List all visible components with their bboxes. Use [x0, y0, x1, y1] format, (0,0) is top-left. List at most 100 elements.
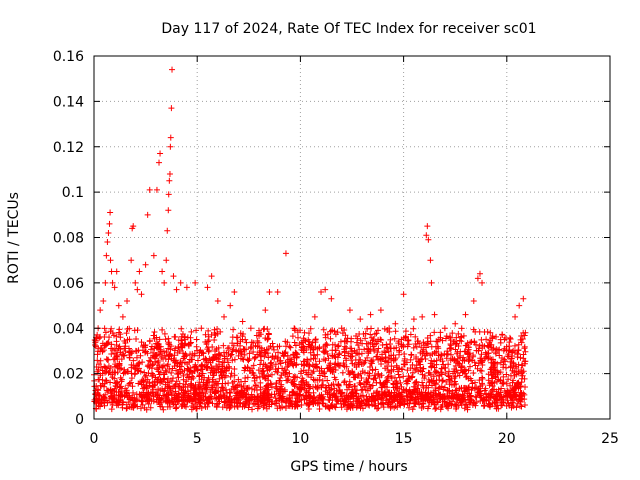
data-point — [150, 252, 157, 259]
data-point — [355, 394, 362, 401]
data-point — [405, 404, 412, 411]
data-point — [338, 389, 345, 396]
data-point — [516, 302, 523, 309]
data-point — [435, 385, 442, 392]
data-point — [128, 257, 135, 264]
data-point — [160, 355, 167, 362]
data-point — [466, 399, 473, 406]
data-point — [326, 405, 333, 412]
data-point — [132, 347, 139, 354]
data-point — [180, 396, 187, 403]
data-point — [287, 344, 294, 351]
data-point — [456, 385, 463, 392]
data-point — [231, 288, 238, 295]
data-point — [389, 398, 396, 405]
data-point — [438, 371, 445, 378]
data-point — [304, 357, 311, 364]
data-point — [306, 385, 313, 392]
data-point — [231, 356, 238, 363]
data-point — [298, 378, 305, 385]
data-point — [128, 361, 135, 368]
y-tick-label: 0.08 — [53, 231, 84, 247]
data-point — [130, 389, 137, 396]
data-point — [345, 382, 352, 389]
y-tick-label: 0.04 — [53, 321, 84, 337]
data-point — [406, 400, 413, 407]
data-point — [100, 347, 107, 354]
data-point — [431, 401, 438, 408]
data-point — [441, 384, 448, 391]
data-point — [199, 366, 206, 373]
data-point — [155, 399, 162, 406]
data-point — [332, 404, 339, 411]
data-point — [322, 402, 329, 409]
data-point — [208, 367, 215, 374]
data-point — [115, 389, 122, 396]
data-point — [289, 392, 296, 399]
data-point — [335, 342, 342, 349]
data-point — [138, 291, 145, 298]
data-point — [216, 361, 223, 368]
data-point — [477, 392, 484, 399]
data-point — [348, 353, 355, 360]
data-point — [451, 357, 458, 364]
data-point — [111, 375, 118, 382]
data-point — [163, 349, 170, 356]
data-point — [187, 368, 194, 375]
data-point — [215, 351, 222, 358]
data-point — [319, 395, 326, 402]
data-point — [190, 374, 197, 381]
data-point — [510, 403, 517, 410]
data-point — [425, 397, 432, 404]
data-point — [172, 345, 179, 352]
data-point — [274, 355, 281, 362]
data-point — [227, 397, 234, 404]
data-point — [413, 378, 420, 385]
data-point — [336, 386, 343, 393]
data-point — [482, 385, 489, 392]
data-point — [111, 284, 118, 291]
data-point — [341, 363, 348, 370]
data-point — [410, 344, 417, 351]
data-point — [274, 369, 281, 376]
data-point — [201, 400, 208, 407]
data-point — [353, 339, 360, 346]
data-point — [343, 357, 350, 364]
data-point — [371, 397, 378, 404]
data-point — [156, 395, 163, 402]
data-point — [422, 389, 429, 396]
data-point — [522, 383, 529, 390]
data-point — [215, 394, 222, 401]
data-point — [161, 279, 168, 286]
data-point — [289, 389, 296, 396]
data-point — [303, 400, 310, 407]
data-point — [506, 339, 513, 346]
data-point — [409, 406, 416, 413]
data-point — [221, 313, 228, 320]
data-point — [127, 395, 134, 402]
data-point — [166, 352, 173, 359]
data-point — [362, 402, 369, 409]
data-point — [102, 329, 109, 336]
data-point — [107, 209, 114, 216]
data-point — [362, 335, 369, 342]
data-point — [167, 346, 174, 353]
data-point — [342, 332, 349, 339]
data-point — [191, 401, 198, 408]
data-point — [173, 378, 180, 385]
data-point — [443, 378, 450, 385]
data-point — [249, 406, 256, 413]
data-point — [185, 374, 192, 381]
data-point — [405, 341, 412, 348]
data-point — [287, 398, 294, 405]
data-point — [497, 369, 504, 376]
data-point — [297, 384, 304, 391]
data-point — [252, 342, 259, 349]
data-point — [178, 325, 185, 332]
data-point — [125, 382, 132, 389]
data-point — [465, 386, 472, 393]
data-point — [176, 391, 183, 398]
data-point — [157, 348, 164, 355]
data-point — [181, 334, 188, 341]
